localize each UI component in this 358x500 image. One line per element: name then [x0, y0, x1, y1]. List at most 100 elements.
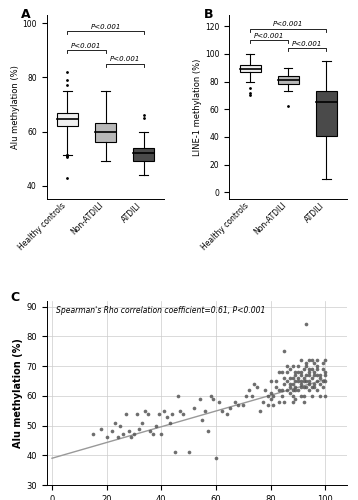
Point: [129, 434, 134, 442]
Point: [159, 430, 164, 438]
Point: [273, 383, 279, 391]
Point: [314, 365, 320, 373]
Point: [268, 395, 274, 403]
Point: [306, 371, 312, 379]
Point: [227, 404, 233, 411]
Point: [306, 380, 312, 388]
Point: [268, 377, 274, 385]
Point: [314, 386, 320, 394]
Text: C: C: [10, 292, 20, 304]
Point: [271, 392, 276, 400]
Point: [115, 434, 121, 442]
Point: [314, 377, 320, 385]
Point: [292, 383, 298, 391]
Point: [320, 377, 325, 385]
Point: [303, 359, 309, 367]
Point: [172, 448, 178, 456]
Point: [211, 395, 216, 403]
Point: [142, 406, 148, 414]
Point: [295, 386, 301, 394]
Point: [169, 410, 175, 418]
Bar: [133, 148, 154, 162]
Point: [137, 424, 142, 432]
Point: [180, 410, 186, 418]
Point: [276, 386, 282, 394]
Point: [292, 377, 298, 385]
Point: [290, 392, 295, 400]
Point: [301, 383, 306, 391]
Point: [298, 368, 304, 376]
Point: [271, 400, 276, 408]
Point: [235, 400, 241, 408]
Point: [268, 389, 274, 397]
Point: [323, 356, 328, 364]
Point: [281, 398, 287, 406]
Point: [309, 374, 315, 382]
Bar: [278, 76, 299, 84]
Point: [186, 448, 192, 456]
Point: [216, 398, 222, 406]
Point: [197, 395, 203, 403]
Point: [232, 398, 238, 406]
Point: [145, 410, 151, 418]
Point: [178, 406, 183, 414]
Point: [131, 430, 137, 438]
Point: [284, 377, 290, 385]
Point: [314, 371, 320, 379]
Point: [292, 395, 298, 403]
Point: [301, 398, 306, 406]
Point: [306, 365, 312, 373]
Point: [311, 383, 317, 391]
Point: [317, 380, 323, 388]
Point: [98, 424, 104, 432]
Point: [213, 454, 219, 462]
Point: [320, 365, 325, 373]
Point: [295, 374, 301, 382]
Point: [120, 430, 126, 438]
Point: [314, 356, 320, 364]
Point: [290, 362, 295, 370]
Point: [284, 362, 290, 370]
Point: [287, 374, 293, 382]
Point: [175, 392, 181, 400]
Point: [295, 368, 301, 376]
Point: [251, 380, 257, 388]
Point: [290, 386, 295, 394]
Point: [317, 392, 323, 400]
Point: [287, 389, 293, 397]
Point: [123, 410, 129, 418]
Point: [112, 418, 118, 426]
Point: [309, 356, 315, 364]
Point: [246, 386, 252, 394]
Text: P<0.001: P<0.001: [71, 43, 102, 49]
Point: [276, 368, 282, 376]
Text: P<0.001: P<0.001: [292, 41, 323, 47]
Point: [290, 380, 295, 388]
Point: [208, 392, 213, 400]
Point: [150, 430, 156, 438]
Point: [301, 365, 306, 373]
Text: B: B: [203, 8, 213, 20]
Point: [281, 374, 287, 382]
Point: [311, 368, 317, 376]
Point: [117, 422, 123, 430]
Point: [205, 428, 211, 436]
Bar: [95, 124, 116, 142]
Text: P<0.001: P<0.001: [254, 32, 285, 38]
Point: [260, 398, 265, 406]
Point: [153, 422, 159, 430]
Point: [303, 377, 309, 385]
Point: [298, 371, 304, 379]
Point: [147, 428, 153, 436]
Point: [284, 386, 290, 394]
Point: [306, 368, 312, 376]
Point: [257, 406, 263, 414]
Point: [323, 368, 328, 376]
Point: [265, 400, 271, 408]
Point: [292, 386, 298, 394]
Point: [126, 428, 131, 436]
Point: [279, 392, 285, 400]
Point: [290, 398, 295, 406]
Y-axis label: LINE-1 methylation (%): LINE-1 methylation (%): [193, 58, 202, 156]
Point: [156, 410, 161, 418]
